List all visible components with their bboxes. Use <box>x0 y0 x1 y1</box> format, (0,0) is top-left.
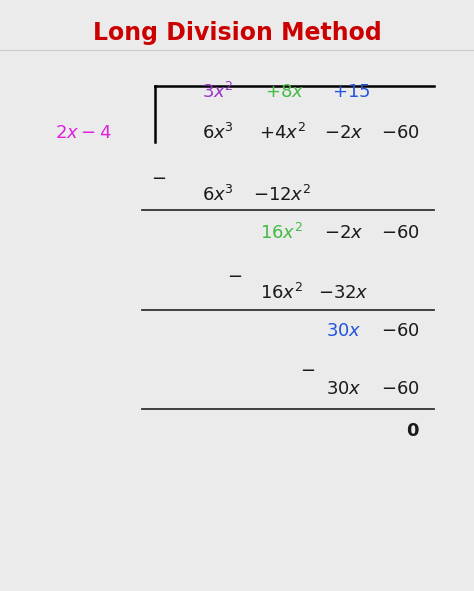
Text: $6x^3$: $6x^3$ <box>202 123 234 143</box>
Text: $2x - 4$: $2x - 4$ <box>55 124 111 142</box>
Text: $16x^2$: $16x^2$ <box>261 282 303 303</box>
Text: $-60$: $-60$ <box>381 380 420 398</box>
Text: $16x^2$: $16x^2$ <box>261 223 303 243</box>
Text: $6x^3$: $6x^3$ <box>202 185 234 205</box>
Text: $-60$: $-60$ <box>381 322 420 340</box>
Text: $+4x^2$: $+4x^2$ <box>259 123 305 143</box>
Text: Long Division Method: Long Division Method <box>92 21 382 44</box>
Text: $-32x$: $-32x$ <box>318 284 369 301</box>
Text: $-60$: $-60$ <box>381 225 420 242</box>
Text: $+8x$: $+8x$ <box>265 83 304 100</box>
Text: $\mathbf{0}$: $\mathbf{0}$ <box>406 423 419 440</box>
Text: $30x$: $30x$ <box>326 380 362 398</box>
Text: $-2x$: $-2x$ <box>324 225 363 242</box>
Text: $+15$: $+15$ <box>331 83 370 100</box>
Text: $-$: $-$ <box>300 361 315 378</box>
Text: $-$: $-$ <box>227 266 242 284</box>
Text: $-$: $-$ <box>151 168 166 186</box>
Text: $-12x^2$: $-12x^2$ <box>253 185 311 205</box>
Text: $3x^2$: $3x^2$ <box>202 82 234 102</box>
Text: $-2x$: $-2x$ <box>324 124 363 142</box>
Text: $-60$: $-60$ <box>381 124 420 142</box>
Text: $30x$: $30x$ <box>326 322 362 340</box>
